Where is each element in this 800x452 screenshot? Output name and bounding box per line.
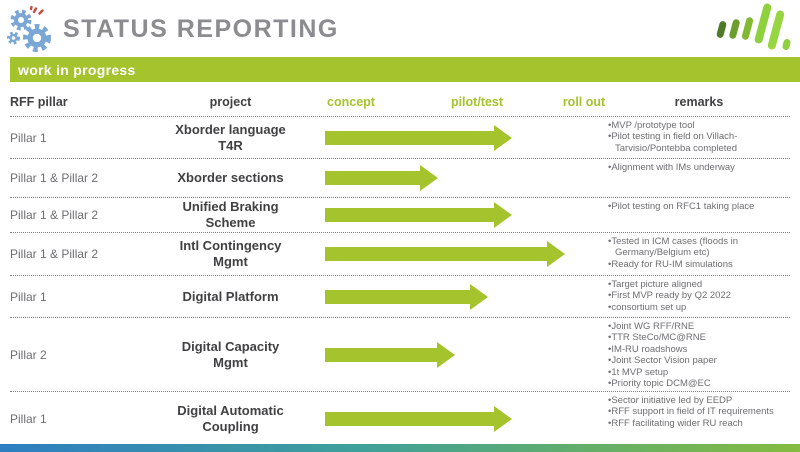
table-row: Pillar 1 Digital Automatic Coupling Sect… xyxy=(10,392,790,446)
progress-arrow xyxy=(325,202,512,228)
soundwave-bars-logo xyxy=(716,3,791,50)
project-cell: Xborder sections xyxy=(177,169,284,185)
table-row: Pillar 2 Digital Capacity Mgmt Joint WG … xyxy=(10,318,790,392)
column-header-project: project xyxy=(209,95,252,109)
remark-item: First MVP ready by Q2 2022 xyxy=(608,290,790,301)
remark-item: consortium set up xyxy=(608,302,790,313)
remark-item: MVP /prototype tool xyxy=(608,120,790,131)
column-header-concept: concept xyxy=(327,95,375,109)
arrow-head-icon xyxy=(470,283,488,310)
pillar-cell: Pillar 1 & Pillar 2 xyxy=(10,171,99,185)
remarks-list: Pilot testing on RFC1 taking place xyxy=(608,201,790,212)
progress-arrow xyxy=(325,405,512,432)
gears-icon xyxy=(7,5,51,52)
remarks-list: MVP /prototype toolPilot testing in fiel… xyxy=(608,120,790,154)
work-in-progress-banner: work in progress xyxy=(10,57,800,82)
pillar-cell: Pillar 1 & Pillar 2 xyxy=(10,208,99,222)
column-header-pillar: RFF pillar xyxy=(10,95,68,109)
arrow-shaft xyxy=(325,289,470,304)
arrow-head-icon xyxy=(494,124,512,151)
arrow-shaft xyxy=(325,411,494,426)
project-cell: Digital Automatic Coupling xyxy=(177,402,284,434)
pillar-cell: Pillar 2 xyxy=(10,347,47,362)
remark-item: Tested in ICM cases (floods in Germany/B… xyxy=(608,236,790,259)
table-row: Pillar 1 & Pillar 2 Intl Contingency Mgm… xyxy=(10,233,790,276)
arrow-head-icon xyxy=(494,405,512,432)
arrow-shaft xyxy=(325,130,494,145)
arrow-shaft xyxy=(325,171,420,185)
table-body: Pillar 1 Xborder language T4R MVP /proto… xyxy=(10,117,790,446)
arrow-shaft xyxy=(325,347,437,362)
remarks-list: Joint WG RFF/RNETTR SteCo/MC@RNEIM-RU ro… xyxy=(608,321,790,389)
progress-arrow xyxy=(325,124,512,151)
arrow-head-icon xyxy=(494,202,512,228)
remark-item: Joint WG RFF/RNE xyxy=(608,321,790,332)
footer-gradient-bar xyxy=(0,444,800,452)
remarks-list: Sector initiative led by EEDPRFF support… xyxy=(608,395,790,429)
pillar-cell: Pillar 1 & Pillar 2 xyxy=(10,247,99,261)
arrow-head-icon xyxy=(437,341,455,368)
banner-label: work in progress xyxy=(18,61,136,78)
column-header-remarks: remarks xyxy=(674,95,724,109)
table-row: Pillar 1 Xborder language T4R MVP /proto… xyxy=(10,117,790,159)
remark-item: TTR SteCo/MC@RNE xyxy=(608,332,790,343)
arrow-shaft xyxy=(325,208,494,222)
column-header-roll-out: roll out xyxy=(562,95,606,109)
table-header-row: RFF pillar project concept pilot/test ro… xyxy=(10,88,790,117)
remark-item: Joint Sector Vision paper xyxy=(608,355,790,366)
spark-icon xyxy=(29,5,44,15)
remarks-list: Tested in ICM cases (floods in Germany/B… xyxy=(608,236,790,270)
remark-item: RFF facilitating wider RU reach xyxy=(608,418,790,429)
project-cell: Digital Platform xyxy=(182,288,279,304)
remarks-list: Alignment with IMs underway xyxy=(608,162,790,173)
project-cell: Xborder language T4R xyxy=(175,121,286,153)
remark-item: Target picture aligned xyxy=(608,279,790,290)
pillar-cell: Pillar 1 xyxy=(10,289,47,304)
project-cell: Intl Contingency Mgmt xyxy=(179,237,282,269)
remark-item: Pilot testing in field on Villach-Tarvis… xyxy=(608,131,790,154)
remark-item: Priority topic DCM@EC xyxy=(608,378,790,389)
progress-arrow xyxy=(325,341,455,368)
table-row: Pillar 1 & Pillar 2 Unified Braking Sche… xyxy=(10,198,790,233)
pillar-cell: Pillar 1 xyxy=(10,130,47,145)
remark-item: Pilot testing on RFC1 taking place xyxy=(608,201,790,212)
remarks-list: Target picture alignedFirst MVP ready by… xyxy=(608,279,790,313)
column-header-pilot-test: pilot/test xyxy=(450,95,504,109)
remark-item: 1t MVP setup xyxy=(608,367,790,378)
arrow-shaft xyxy=(325,247,547,261)
status-table: RFF pillar project concept pilot/test ro… xyxy=(10,88,790,446)
table-row: Pillar 1 & Pillar 2 Xborder sections Ali… xyxy=(10,159,790,198)
progress-arrow xyxy=(325,165,438,191)
progress-arrow xyxy=(325,241,565,267)
pillar-cell: Pillar 1 xyxy=(10,411,47,426)
progress-arrow xyxy=(325,283,488,310)
arrow-head-icon xyxy=(547,241,565,267)
page-title: STATUS REPORTING xyxy=(63,15,339,43)
remark-item: RFF support in field of IT requirements xyxy=(608,406,790,417)
arrow-head-icon xyxy=(420,165,438,191)
table-row: Pillar 1 Digital Platform Target picture… xyxy=(10,276,790,318)
remark-item: Alignment with IMs underway xyxy=(608,162,790,173)
remark-item: IM-RU roadshows xyxy=(608,344,790,355)
project-cell: Unified Braking Scheme xyxy=(182,198,279,230)
project-cell: Digital Capacity Mgmt xyxy=(181,338,280,370)
remark-item: Ready for RU-IM simulations xyxy=(608,259,790,270)
remark-item: Sector initiative led by EEDP xyxy=(608,395,790,406)
